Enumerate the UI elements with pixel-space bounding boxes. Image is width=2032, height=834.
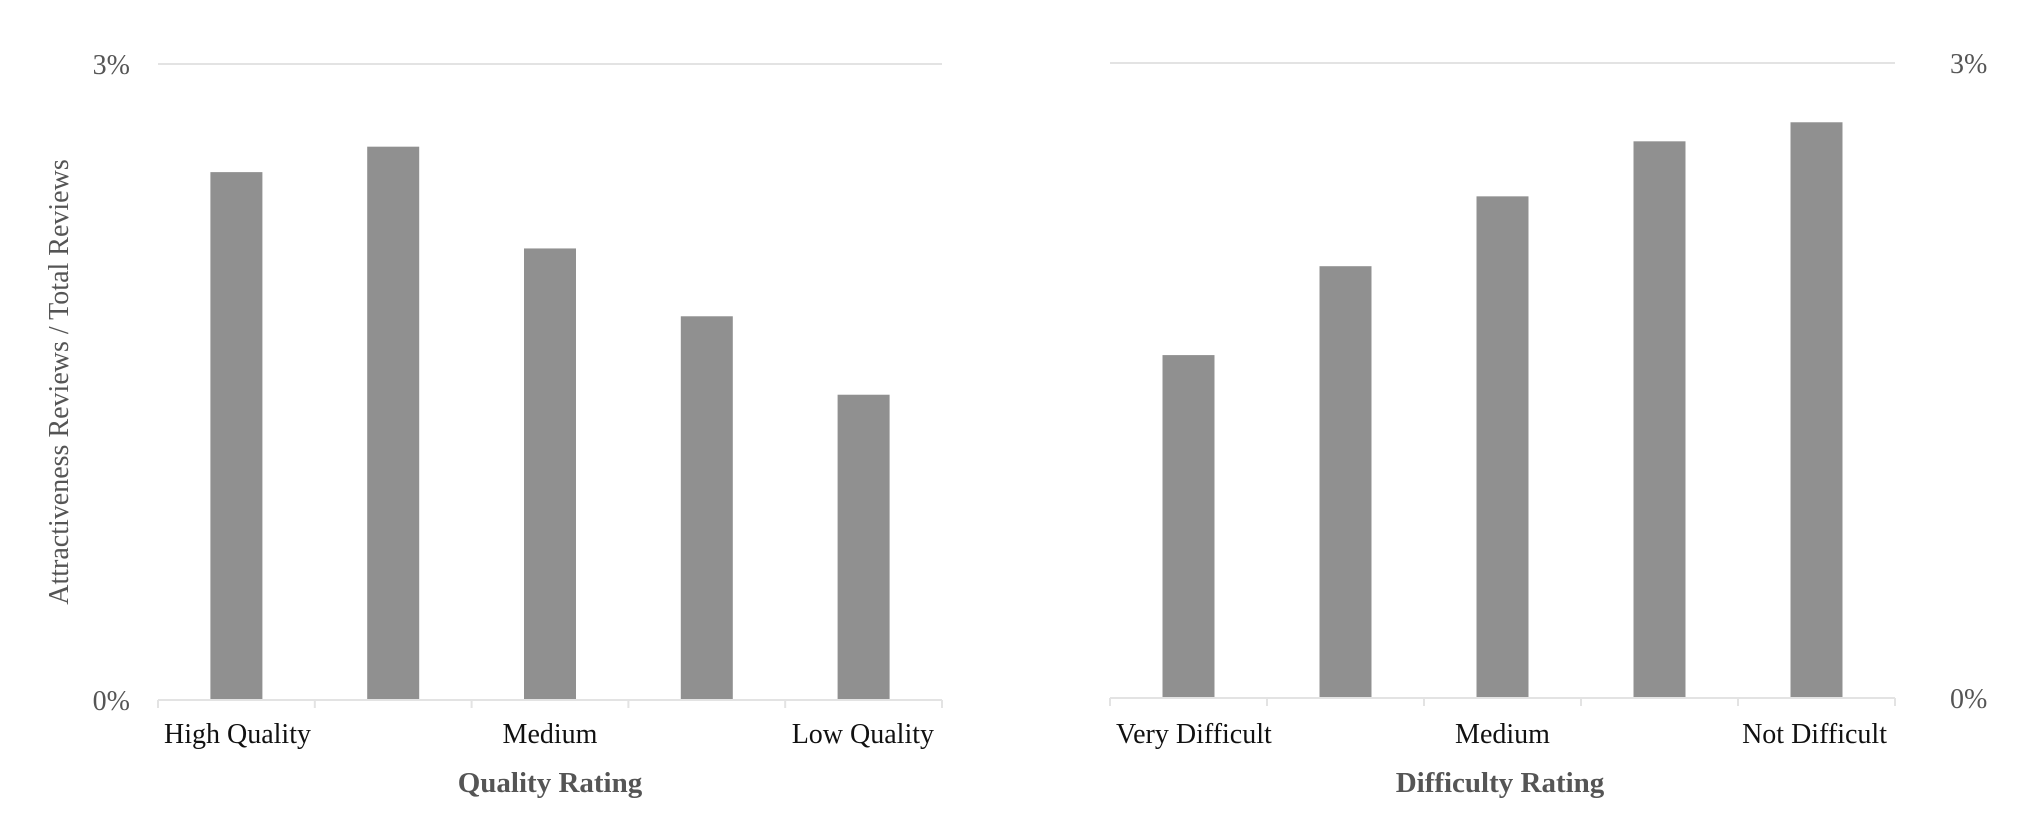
quality-bars: [210, 146, 890, 700]
category-label: Low Quality: [792, 719, 934, 750]
bar: [1790, 122, 1843, 699]
difficulty-category-labels: Very Difficult Medium Not Difficult: [1116, 719, 1887, 750]
category-label: Very Difficult: [1116, 719, 1272, 750]
y-tick-label: 3%: [1950, 49, 1987, 80]
quality-category-labels: High Quality Medium Low Quality: [164, 719, 934, 750]
y-tick-label: 0%: [93, 686, 130, 717]
y-tick-label: 3%: [93, 50, 130, 81]
category-label: Medium: [1455, 719, 1550, 750]
difficulty-bars: [1162, 122, 1843, 699]
bar: [1633, 141, 1686, 699]
bar: [210, 172, 263, 700]
bar: [1162, 355, 1215, 698]
quality-rating-chart: High Quality Medium Low Quality 0% 3% Quali…: [44, 50, 943, 799]
difficulty-rating-chart: Very Difficult Medium Not Difficult 0% 3% D…: [1109, 49, 1987, 799]
category-label: High Quality: [164, 719, 311, 750]
category-label: Medium: [503, 719, 598, 750]
bar: [1476, 196, 1529, 698]
category-label: Not Difficult: [1742, 719, 1887, 750]
difficulty-y-ticks: 0% 3%: [1950, 49, 1987, 715]
bar: [680, 316, 733, 700]
bar: [524, 248, 576, 700]
y-tick-label: 0%: [1950, 684, 1987, 715]
bar: [837, 394, 890, 700]
bar: [1319, 266, 1372, 698]
bar: [367, 146, 420, 700]
quality-y-axis-title: Attractiveness Reviews / Total Reviews: [44, 159, 75, 604]
difficulty-x-axis-title: Difficulty Rating: [1396, 767, 1605, 799]
quality-x-axis-title: Quality Rating: [458, 767, 643, 799]
quality-y-ticks: 0% 3%: [93, 50, 130, 717]
